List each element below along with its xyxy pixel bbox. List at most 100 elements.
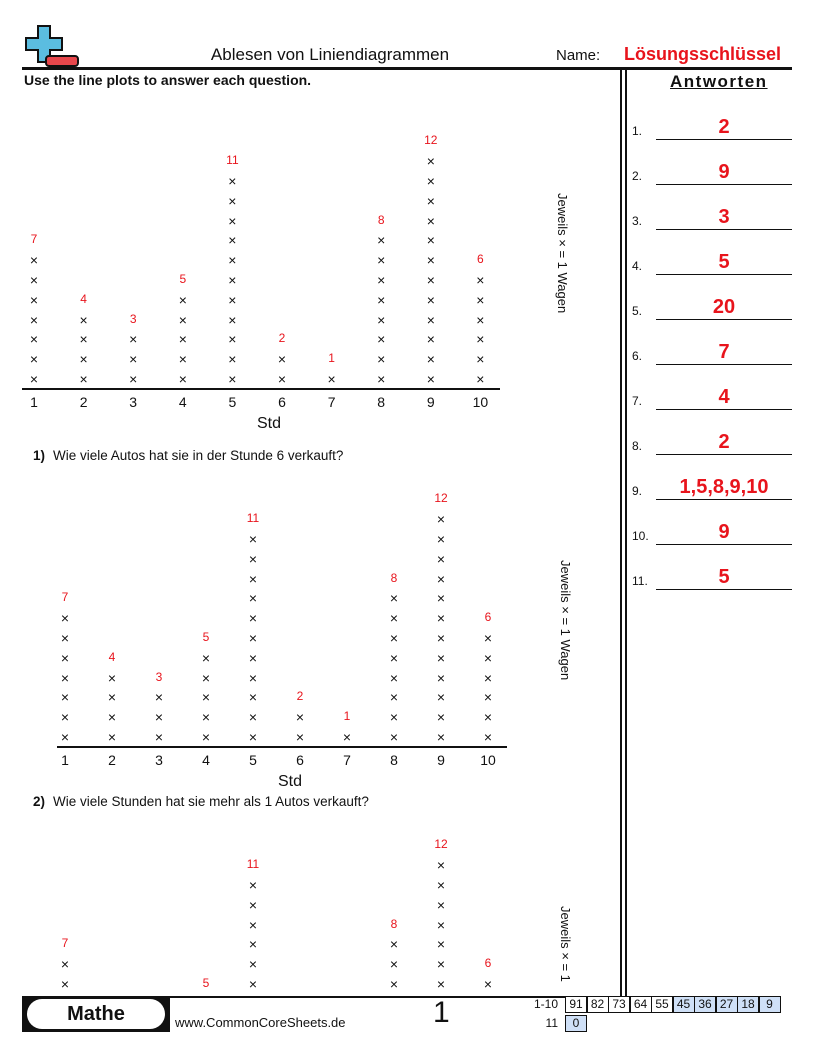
x-mark: × <box>389 630 399 646</box>
x-mark: × <box>201 669 211 686</box>
x-mark: × <box>228 331 237 348</box>
x-mark: × <box>107 709 117 726</box>
x-mark: × <box>60 976 70 992</box>
x-mark: × <box>60 689 70 706</box>
x-axis-label: Std <box>256 415 282 432</box>
count-label: 5 <box>179 272 187 286</box>
answer-number: 2. <box>632 169 643 183</box>
x-mark: × <box>389 669 399 686</box>
tick-label: 7 <box>327 394 336 410</box>
count-label: 8 <box>377 212 385 227</box>
x-mark: × <box>228 192 237 209</box>
x-mark: × <box>389 689 399 706</box>
x-mark: × <box>389 729 399 745</box>
x-mark: × <box>436 610 446 627</box>
answer-number: 3. <box>632 214 643 228</box>
logo-plus-minus-icon <box>25 25 79 67</box>
answer-field[interactable]: 20 <box>656 296 792 320</box>
x-mark: × <box>436 896 446 913</box>
x-mark: × <box>29 351 39 368</box>
x-mark: × <box>277 351 287 368</box>
answer-field[interactable]: 9 <box>656 521 792 545</box>
x-mark: × <box>178 311 187 328</box>
x-mark: × <box>377 232 386 249</box>
count-label: 12 <box>424 133 438 148</box>
axis-line <box>57 746 507 748</box>
x-mark: × <box>228 272 237 288</box>
answer-row: 2. 9 <box>632 155 792 185</box>
x-mark: × <box>436 669 446 686</box>
x-mark: × <box>60 630 70 646</box>
x-mark: × <box>129 371 138 387</box>
plot-key: Jeweils × = 1 Wagen <box>555 193 570 314</box>
x-mark: × <box>248 531 258 547</box>
plots-area: 1) Wie viele Autos hat sie in der Stunde … <box>22 133 573 992</box>
answer-field[interactable]: 5 <box>656 251 792 275</box>
answer-field[interactable]: 9 <box>656 161 792 185</box>
x-mark: × <box>107 689 117 706</box>
tick-label: 3 <box>155 752 163 768</box>
x-mark: × <box>154 709 164 726</box>
x-mark: × <box>29 272 39 288</box>
answer-field[interactable]: 1,5,8,9,10 <box>656 476 792 500</box>
score-row-label: 11 <box>545 1016 558 1030</box>
subject-badge: Mathe <box>27 999 165 1029</box>
answer-row: 1. 2 <box>632 110 792 140</box>
x-mark: × <box>389 976 399 992</box>
x-mark: × <box>483 669 493 686</box>
answer-field[interactable]: 2 <box>656 116 792 140</box>
tick-label: 2 <box>108 752 116 768</box>
x-mark: × <box>483 689 493 706</box>
x-mark: × <box>248 570 258 587</box>
x-mark: × <box>377 351 386 368</box>
x-mark: × <box>426 371 435 387</box>
count-label: 2 <box>278 331 286 346</box>
answer-field[interactable]: 4 <box>656 386 792 410</box>
x-mark: × <box>29 371 39 387</box>
x-mark: × <box>79 371 88 387</box>
x-mark: × <box>60 709 70 726</box>
count-label: 3 <box>129 311 137 326</box>
answer-row: 4. 5 <box>632 245 792 275</box>
x-mark: × <box>129 331 138 348</box>
answer-row: 6. 7 <box>632 335 792 365</box>
x-mark: × <box>426 331 435 348</box>
answer-field[interactable]: 5 <box>656 566 792 590</box>
x-mark: × <box>389 610 399 627</box>
count-label: 2 <box>296 689 304 704</box>
name-label: Name: <box>556 47 601 64</box>
x-mark: × <box>201 729 211 745</box>
x-mark: × <box>436 857 446 874</box>
site-url[interactable]: www.CommonCoreSheets.de <box>175 1015 346 1030</box>
x-mark: × <box>436 976 446 992</box>
count-label: 11 <box>246 511 260 526</box>
header-divider <box>22 67 792 70</box>
x-mark: × <box>79 351 88 368</box>
answer-number: 4. <box>632 259 643 273</box>
x-mark: × <box>178 291 187 308</box>
x-mark: × <box>436 709 446 726</box>
x-mark: × <box>178 371 187 387</box>
x-mark: × <box>29 291 39 308</box>
score-cell: 27 <box>715 996 738 1013</box>
count-label: 8 <box>390 916 398 931</box>
x-mark: × <box>377 371 386 387</box>
answer-field[interactable]: 3 <box>656 206 792 230</box>
answer-field[interactable]: 7 <box>656 341 792 365</box>
x-mark: × <box>248 689 258 706</box>
column-divider <box>620 68 622 996</box>
answer-field[interactable]: 2 <box>656 431 792 455</box>
score-cell: 91 <box>565 996 587 1013</box>
x-mark: × <box>201 649 211 666</box>
score-cell: 45 <box>672 996 695 1013</box>
x-mark: × <box>248 877 258 893</box>
x-mark: × <box>476 331 485 348</box>
x-mark: × <box>426 311 435 328</box>
x-mark: × <box>436 729 446 745</box>
score-cell: 36 <box>694 996 716 1013</box>
answer-number: 9. <box>632 484 643 498</box>
tick-label: 5 <box>228 394 237 410</box>
answer-number: 10. <box>632 529 649 543</box>
x-mark: × <box>248 729 258 745</box>
x-mark: × <box>426 173 435 189</box>
